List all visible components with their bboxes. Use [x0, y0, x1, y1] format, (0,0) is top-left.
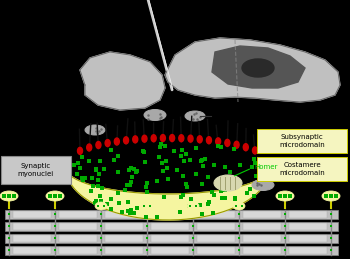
Ellipse shape — [276, 191, 294, 201]
Text: Synaptic
myonuclei: Synaptic myonuclei — [18, 163, 54, 177]
Polygon shape — [212, 46, 305, 88]
Ellipse shape — [185, 111, 205, 121]
Bar — [5, 210, 338, 219]
Bar — [243, 211, 281, 218]
Bar — [59, 235, 97, 242]
Text: Costamere
microdomain: Costamere microdomain — [279, 162, 325, 176]
Ellipse shape — [105, 140, 110, 147]
Bar — [151, 211, 189, 218]
Ellipse shape — [95, 202, 107, 210]
Ellipse shape — [96, 141, 101, 148]
Bar — [151, 235, 189, 242]
Ellipse shape — [160, 134, 166, 141]
Bar — [59, 247, 97, 254]
Ellipse shape — [124, 137, 128, 144]
Bar — [105, 235, 143, 242]
Bar — [197, 211, 235, 218]
Ellipse shape — [242, 59, 274, 77]
Bar — [5, 234, 338, 243]
Ellipse shape — [188, 135, 193, 142]
Bar — [197, 235, 235, 242]
FancyBboxPatch shape — [1, 156, 71, 184]
Ellipse shape — [179, 135, 184, 142]
Bar — [5, 222, 338, 231]
Ellipse shape — [187, 202, 199, 210]
FancyBboxPatch shape — [257, 157, 347, 181]
Polygon shape — [66, 168, 270, 220]
Ellipse shape — [322, 191, 340, 201]
Ellipse shape — [170, 134, 175, 141]
Bar — [105, 223, 143, 230]
Bar — [59, 211, 97, 218]
Ellipse shape — [206, 137, 211, 144]
Ellipse shape — [225, 139, 230, 146]
Bar — [243, 223, 281, 230]
Bar — [5, 246, 338, 255]
Bar — [289, 211, 327, 218]
Ellipse shape — [234, 141, 239, 148]
Ellipse shape — [252, 179, 274, 191]
Ellipse shape — [216, 138, 220, 145]
Bar — [243, 247, 281, 254]
Bar — [105, 211, 143, 218]
Bar — [151, 247, 189, 254]
Ellipse shape — [214, 175, 242, 191]
Ellipse shape — [144, 110, 166, 120]
Ellipse shape — [233, 202, 245, 210]
Ellipse shape — [197, 136, 202, 143]
Bar — [243, 235, 281, 242]
Ellipse shape — [0, 191, 18, 201]
Bar — [59, 223, 97, 230]
Ellipse shape — [243, 144, 248, 151]
Bar — [197, 247, 235, 254]
Bar — [13, 235, 51, 242]
Text: Subsynaptic
microdomain: Subsynaptic microdomain — [279, 134, 325, 148]
Ellipse shape — [77, 147, 83, 154]
Ellipse shape — [46, 191, 64, 201]
Ellipse shape — [85, 125, 105, 135]
Bar — [105, 247, 143, 254]
Ellipse shape — [87, 144, 92, 151]
Bar — [289, 247, 327, 254]
Ellipse shape — [133, 136, 138, 143]
Bar — [197, 223, 235, 230]
Polygon shape — [165, 38, 340, 102]
FancyBboxPatch shape — [257, 129, 347, 153]
Bar — [13, 247, 51, 254]
Ellipse shape — [141, 202, 153, 210]
Text: Homer: Homer — [254, 164, 277, 170]
Ellipse shape — [252, 147, 258, 154]
Bar — [289, 235, 327, 242]
Ellipse shape — [142, 135, 147, 142]
Bar — [289, 223, 327, 230]
Bar — [13, 211, 51, 218]
Ellipse shape — [151, 135, 156, 142]
Polygon shape — [80, 52, 165, 110]
Ellipse shape — [114, 138, 119, 145]
Bar — [151, 223, 189, 230]
Bar — [13, 223, 51, 230]
